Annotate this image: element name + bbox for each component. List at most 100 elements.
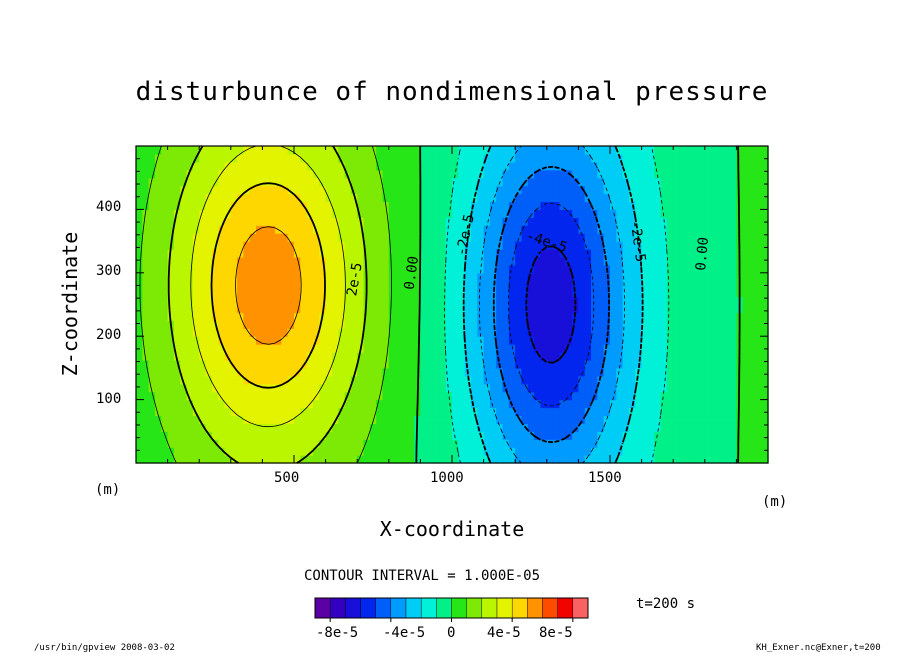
colorbar-swatch (572, 597, 589, 619)
shade-cell (515, 169, 523, 179)
shade-cell (369, 249, 377, 258)
shade-cell (363, 217, 371, 226)
shade-cell (685, 177, 693, 187)
shade-cell (445, 423, 453, 432)
shade-cell (666, 177, 674, 187)
shade-cell (312, 439, 320, 448)
shade-cell (742, 264, 750, 274)
shade-cell (635, 312, 643, 321)
shade-cell (256, 241, 263, 250)
shade-cell (268, 304, 276, 314)
shade-cell (616, 383, 624, 393)
shade-cell (723, 431, 731, 440)
plot-area (136, 146, 769, 464)
shade-cell (287, 375, 295, 385)
shade-cell (154, 367, 162, 377)
shade-cell (414, 328, 421, 337)
shade-cell (275, 344, 282, 353)
shade-cell (338, 146, 346, 155)
shade-cell (192, 177, 200, 187)
shade-cell (698, 241, 706, 250)
shade-cell (755, 264, 763, 274)
shade-cell (698, 320, 706, 329)
shade-cell (723, 296, 731, 306)
shade-cell (628, 439, 636, 448)
shade-cell (502, 439, 510, 448)
shade-cell (534, 161, 542, 171)
shade-cell (464, 447, 472, 456)
shade-cell (591, 249, 598, 258)
shade-cell (685, 336, 693, 345)
shade-cell (679, 209, 687, 218)
shade-cell (161, 439, 169, 448)
shade-cell (262, 264, 270, 274)
shade-cell (711, 359, 719, 369)
shade-cell (515, 296, 523, 306)
shade-cell (211, 336, 219, 345)
shade-cell (243, 201, 251, 211)
shade-cell (647, 193, 655, 203)
shade-cell (603, 415, 611, 424)
shade-cell (350, 447, 358, 456)
shade-cell (192, 225, 200, 234)
shade-cell (218, 264, 226, 274)
shade-cell (376, 423, 384, 432)
shade-cell (616, 415, 624, 424)
shade-cell (268, 415, 276, 424)
shade-cell (376, 312, 384, 321)
shade-cell (470, 225, 478, 234)
shade-cell (635, 217, 643, 226)
shade-cell (464, 399, 472, 409)
shade-cell (205, 249, 213, 258)
shade-cell (205, 455, 213, 464)
shade-cell (407, 225, 415, 234)
shade-cell (376, 375, 384, 385)
shade-cell (420, 233, 428, 242)
shade-cell (559, 304, 567, 314)
shade-cell (224, 455, 232, 464)
shade-cell (470, 280, 478, 290)
shade-cell (515, 359, 523, 369)
shade-cell (553, 169, 561, 179)
shade-cell (458, 185, 466, 195)
shade-cell (704, 288, 712, 298)
shade-cell (679, 391, 687, 401)
shade-cell (559, 439, 567, 448)
shade-cell (685, 241, 693, 250)
shade-cell (262, 249, 270, 258)
shade-cell (458, 280, 466, 290)
shade-cell (382, 272, 390, 282)
shade-cell (464, 249, 472, 258)
shade-cell (382, 264, 390, 274)
shade-cell (654, 169, 662, 179)
shade-cell (553, 161, 561, 171)
shade-cell (287, 304, 295, 314)
shade-cell (218, 336, 226, 345)
shade-cell (445, 447, 453, 456)
shade-cell (647, 352, 655, 361)
shade-cell (344, 375, 352, 385)
shade-cell (679, 447, 687, 456)
shade-cell (312, 256, 320, 266)
shade-cell (148, 264, 156, 274)
shade-cell (142, 280, 150, 290)
shade-cell (508, 375, 516, 385)
shade-cell (142, 153, 150, 163)
shade-cell (489, 225, 497, 234)
shade-cell (382, 320, 390, 329)
shade-cell (559, 320, 567, 329)
shade-cell (275, 146, 282, 155)
shade-cell (420, 256, 428, 266)
shade-cell (414, 201, 421, 211)
shade-cell (154, 312, 162, 321)
shade-cell (654, 272, 662, 282)
shade-cell (635, 146, 643, 155)
shade-cell (407, 153, 415, 163)
shade-cell (243, 256, 251, 266)
shade-cell (388, 375, 396, 385)
shade-cell (243, 455, 251, 464)
shade-cell (704, 225, 712, 234)
shade-cell (287, 407, 295, 417)
shade-cell (559, 177, 567, 187)
shade-cell (578, 146, 586, 155)
